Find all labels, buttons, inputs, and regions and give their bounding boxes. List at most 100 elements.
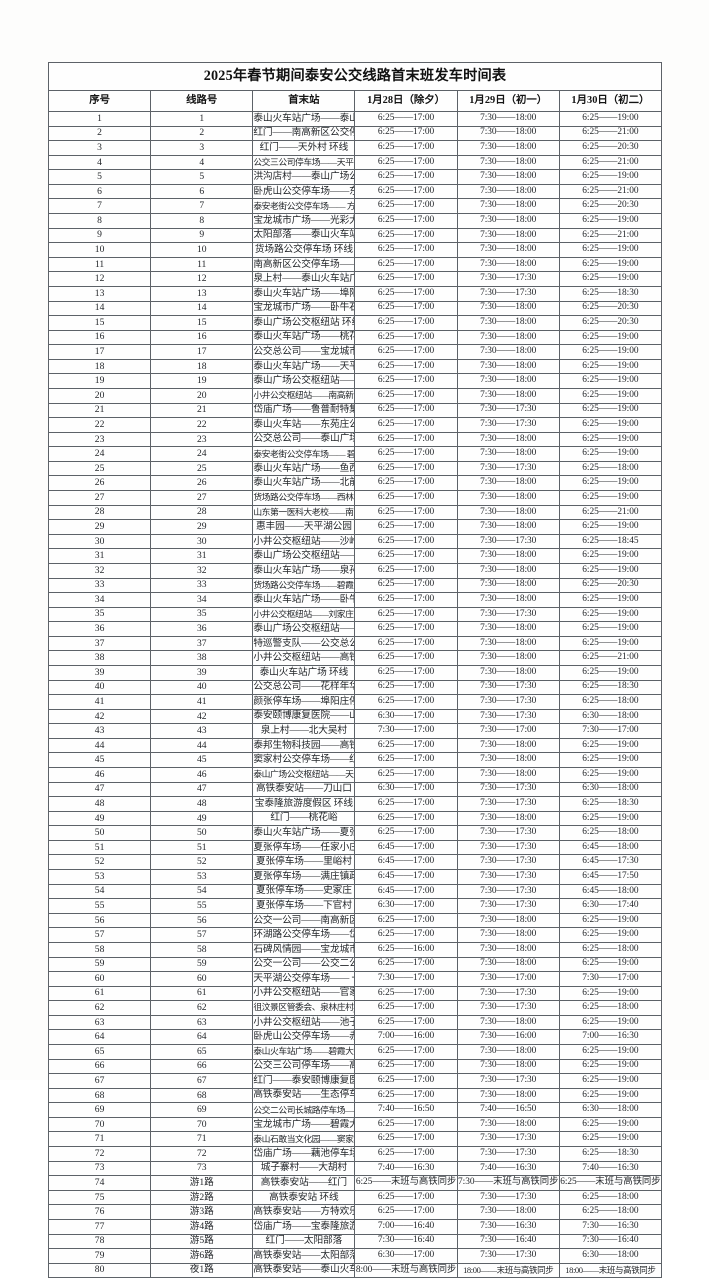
- cell-line-no: 42: [150, 708, 254, 725]
- cell-line-no: 游4路: [150, 1218, 254, 1235]
- cell-index: 46: [47, 767, 152, 783]
- cell-day1-time: 6:25——17:00: [354, 256, 458, 273]
- cell-line-no: 28: [150, 504, 254, 521]
- cell-day1-time: 6:25——17:00: [354, 592, 458, 608]
- cell-route: 泰山火车站广场——桃花峪: [252, 329, 356, 346]
- cell-day3-time: 6:25——19:00: [558, 431, 663, 448]
- cell-day2-time: 7:30——18:00: [456, 373, 560, 389]
- table-row: 1717公交总公司——宝龙城市广场6:25——17:007:30——18:006…: [47, 344, 663, 360]
- cell-line-no: 61: [150, 985, 254, 1002]
- cell-route: 泰邦生物科技园——高铁泰安站: [252, 737, 356, 754]
- cell-day1-time: 6:25——17:00: [354, 956, 458, 973]
- table-row: 73 73 城子寨村——大胡村 7:40——16:30 7:40——16:30 7:40—…: [47, 1160, 663, 1177]
- cell-route: 泰山火车站——东苑庄公交首末站: [252, 417, 356, 433]
- table-row: 6565泰山火车站广场——碧霞大街公交停车场6:25——17:007:30——1…: [47, 1044, 663, 1060]
- table-row: 2121岱庙广场——鲁普耐特集团、西张店6:25——17:007:30——17:…: [47, 402, 663, 419]
- table-row: 43 43 泉上村——北大吴村 7:30——17:00 7:30——17:00 7:30—…: [47, 723, 663, 739]
- cell-day1-time: 6:25——17:00: [354, 694, 458, 710]
- cell-day3-time: 6:25——19:00: [558, 810, 663, 827]
- cell-line-no: 17: [150, 344, 254, 360]
- cell-day3-time: 6:25——21:00: [558, 504, 663, 521]
- table-row: 3030小井公交枢纽站——沙岭、石敢当小镇6:25——17:007:30——17…: [47, 533, 663, 550]
- cell-line-no: 59: [150, 956, 254, 973]
- table-row: 6767红门——泰安颐博康复医院6:25——17:007:30——17:306:…: [47, 1073, 663, 1089]
- cell-day1-time: 6:25——17:00: [354, 125, 458, 142]
- table-row: 66卧虎山公交停车场——东湖公园6:25——17:007:30——18:006:…: [47, 183, 663, 200]
- cell-day2-time: 7:30——18:00: [456, 1058, 560, 1075]
- cell-index: 6: [47, 183, 152, 200]
- cell-day1-time: 6:25——17:00: [354, 198, 458, 215]
- cell-line-no: 16: [150, 329, 254, 346]
- cell-route: 公交三公司停车场——天平湖公交停车场: [252, 154, 356, 171]
- cell-day1-time: 6:25——17:00: [354, 1087, 458, 1104]
- cell-day1-time: 6:25——17:00: [354, 825, 458, 841]
- cell-day1-time: 6:25——17:00: [354, 810, 458, 827]
- cell-day2-time: 7:30——17:30: [456, 417, 560, 433]
- table-row: 1919泰山广场公交枢纽站——天烛峰景区6:25——17:007:30——18:…: [47, 373, 663, 389]
- cell-day2-time: 7:30——18:00: [456, 344, 560, 360]
- cell-day1-time: 6:45——17:00: [354, 839, 458, 856]
- table-row: 2626泰山火车站广场——北前小区6:25——17:007:30——18:006…: [47, 475, 663, 492]
- cell-day3-time: 6:25——19:00: [558, 752, 663, 769]
- table-row: 78 游5路 红门——太阳部落 7:30——16:40 7:30——16:40 7:30—…: [47, 1233, 663, 1250]
- cell-day3-time: 6:25——19:00: [558, 169, 663, 185]
- cell-day1-time: 6:25——17:00: [354, 373, 458, 389]
- column-header-line-no: 线路号: [150, 90, 254, 112]
- cell-index: 55: [47, 898, 152, 914]
- cell-day3-time: 6:30——18:00: [558, 708, 663, 725]
- cell-line-no: 22: [150, 417, 254, 433]
- cell-line-no: 32: [150, 562, 254, 579]
- cell-index: 66: [47, 1058, 152, 1075]
- cell-line-no: 36: [150, 621, 254, 637]
- cell-index: 52: [47, 854, 152, 871]
- cell-index: 7: [47, 198, 152, 215]
- table-row: 1111南高新区公交停车场——红门6:25——17:007:30——18:006…: [47, 256, 663, 273]
- cell-index: 27: [47, 490, 152, 506]
- cell-day3-time: 6:45——18:00: [558, 839, 663, 856]
- cell-line-no: 7: [150, 198, 254, 215]
- cell-route: 小井公交枢纽站——高铁泰安站: [252, 650, 356, 666]
- cell-day3-time: 6:25——19:00: [558, 475, 663, 492]
- cell-day1-time: 6:25——17:00: [354, 460, 458, 477]
- cell-route: 岱庙广场——鲁普耐特集团、西张店: [252, 402, 356, 419]
- cell-day1-time: 6:30——17:00: [354, 781, 458, 798]
- table-row: 10 10 货场路公交停车场 环线 6:25——17:00 7:30——18:00 6:2…: [47, 242, 663, 258]
- cell-day1-time: 6:25——17:00: [354, 664, 458, 681]
- cell-day2-time: 7:30——18:00: [456, 941, 560, 958]
- cell-line-no: 68: [150, 1087, 254, 1104]
- cell-route: 宝泰隆旅游度假区 环线: [252, 796, 356, 812]
- table-row: 39 39 泰山火车站广场 环线 6:25——17:00 7:30——18:00 6:25…: [47, 664, 663, 681]
- cell-line-no: 31: [150, 548, 254, 564]
- cell-line-no: 游5路: [150, 1233, 254, 1250]
- cell-route: 泰山火车站广场——碧霞大街公交停车场: [252, 1044, 356, 1060]
- table-row: 7171泰山石敢当文化园——窦家村公交停车场6:25——17:007:30——1…: [47, 1131, 663, 1148]
- cell-day2-time: 7:30——18:00: [456, 1204, 560, 1220]
- cell-day2-time: 7:30——18:00: [456, 592, 560, 608]
- cell-index: 41: [47, 694, 152, 710]
- cell-index: 72: [47, 1146, 152, 1162]
- cell-line-no: 43: [150, 723, 254, 739]
- cell-line-no: 56: [150, 912, 254, 929]
- cell-day2-time: 7:30——18:00: [456, 577, 560, 594]
- cell-day3-time: 6:25——末班与高铁同步: [558, 1175, 663, 1191]
- cell-index: 71: [47, 1131, 152, 1148]
- table-row: 6363小井公交枢纽站——池子崖停车场6:25——17:007:30——18:0…: [47, 1014, 663, 1031]
- column-header-day2: 1月29日（初一）: [456, 90, 560, 112]
- cell-day2-time: 7:30——17:00: [456, 723, 560, 739]
- bus-timetable: 2025年春节期间泰安公交线路首末班发车时间表 序号 线路号 首末站 1月28日…: [47, 62, 663, 1278]
- cell-day1-time: 6:25——17:00: [354, 315, 458, 331]
- cell-day1-time: 6:25——17:00: [354, 504, 458, 521]
- cell-index: 38: [47, 650, 152, 666]
- table-header-row: 序号 线路号 首末站 1月28日（除夕） 1月29日（初一） 1月30日（初二）: [47, 90, 663, 112]
- cell-line-no: 46: [150, 767, 254, 783]
- cell-index: 31: [47, 548, 152, 564]
- cell-day3-time: 6:25——19:00: [558, 592, 663, 608]
- table-row: 6868高铁泰安站——生态停车场6:25——17:007:30——18:006:…: [47, 1087, 663, 1104]
- cell-day2-time: 7:30——17:30: [456, 1189, 560, 1206]
- cell-day2-time: 7:30——18:00: [456, 664, 560, 681]
- cell-day1-time: 6:25——17:00: [354, 183, 458, 200]
- cell-index: 49: [47, 810, 152, 827]
- cell-index: 11: [47, 256, 152, 273]
- cell-line-no: 4: [150, 154, 254, 171]
